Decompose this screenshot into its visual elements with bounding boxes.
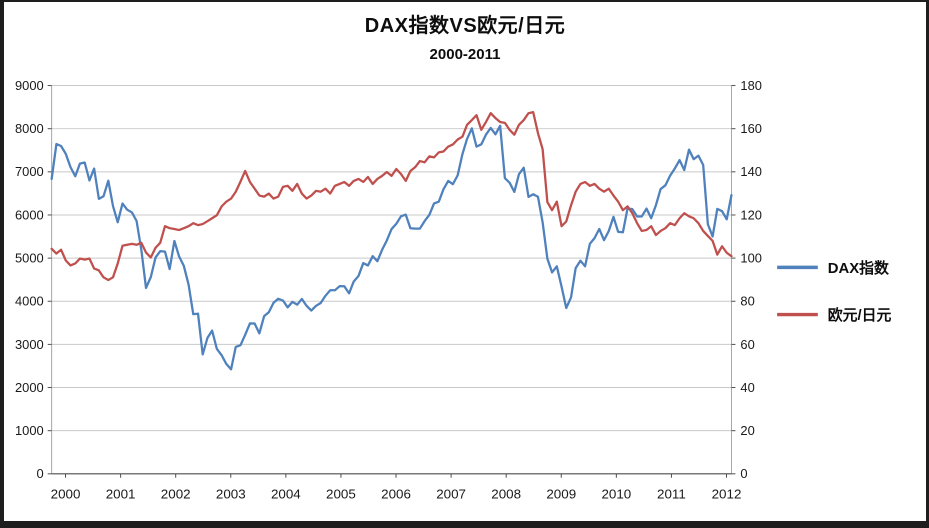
dax-series-line	[50, 124, 733, 371]
legend-item-label: DAX指数	[828, 259, 889, 277]
x-axis-tick-label: 2004	[271, 486, 301, 501]
x-axis-tick-label: 2003	[216, 486, 246, 501]
right-axis-tick-label: 180	[740, 78, 762, 93]
legend-item-label: 欧元/日元	[828, 306, 892, 324]
right-axis-tick-label: 60	[740, 337, 754, 352]
plot-area: 0 0 1000 20 2000 40 3000 60 4000 80 5000 100 6000 120…	[4, 2, 926, 521]
right-axis-tick-label: 120	[740, 207, 762, 222]
x-axis-tick-label: 2005	[326, 486, 356, 501]
left-axis-tick-label: 5000	[15, 251, 44, 266]
right-axis-tick-label: 80	[740, 294, 754, 309]
x-axis-tick-label: 2012	[712, 486, 742, 501]
left-axis-tick-label: 4000	[15, 294, 44, 309]
right-axis-tick-label: 100	[740, 251, 762, 266]
x-axis-tick-label: 2000	[51, 486, 81, 501]
x-axis-tick-label: 2002	[161, 486, 191, 501]
eurjpy-series-line	[50, 110, 733, 282]
chart-svg: 0 0 1000 20 2000 40 3000 60 4000 80 5000 100 6000 120…	[15, 78, 892, 501]
x-axis-tick-label: 2001	[106, 486, 136, 501]
right-axis-tick-label: 140	[740, 164, 762, 179]
left-axis-tick-label: 2000	[15, 380, 44, 395]
left-axis-tick-label: 3000	[15, 337, 44, 352]
left-axis-tick-label: 6000	[15, 207, 44, 222]
x-axis-tick-label: 2010	[601, 486, 631, 501]
right-axis-tick-label: 40	[740, 380, 754, 395]
x-axis-tick-label: 2011	[657, 486, 686, 501]
left-axis-tick-label: 7000	[15, 164, 44, 179]
chart-subtitle: 2000-2011	[429, 46, 501, 63]
x-axis-tick-label: 2006	[381, 486, 411, 501]
left-axis-tick-label: 0	[37, 466, 44, 481]
left-axis-tick-label: 1000	[15, 423, 44, 438]
x-axis-tick-label: 2009	[546, 486, 576, 501]
left-axis-tick-label: 9000	[15, 78, 44, 93]
chart-title: DAX指数VS欧元/日元	[364, 15, 566, 37]
right-axis-tick-label: 0	[740, 466, 747, 481]
right-axis-tick-label: 20	[740, 423, 754, 438]
x-axis-tick-label: 2007	[436, 486, 466, 501]
right-axis-tick-label: 160	[740, 121, 762, 136]
x-axis-tick-label: 2008	[491, 486, 521, 501]
left-axis-tick-label: 8000	[15, 121, 44, 136]
